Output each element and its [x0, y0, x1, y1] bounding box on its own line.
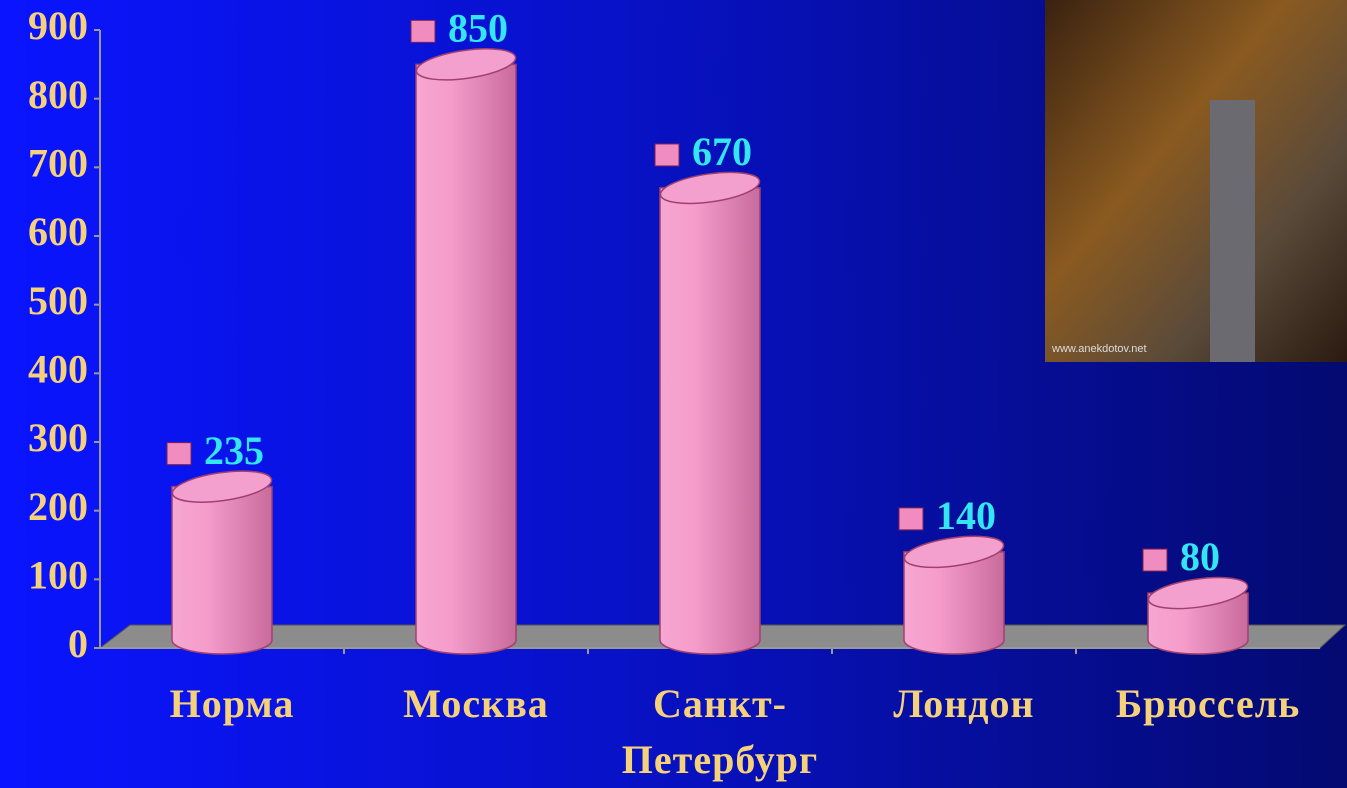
x-tick-label: Санкт-Петербург — [621, 681, 819, 782]
bar — [415, 63, 517, 655]
x-tick-label: Лондон — [893, 681, 1035, 726]
value-label: 670 — [692, 129, 752, 174]
y-tick-label: 0 — [68, 621, 88, 666]
y-tick-label: 800 — [28, 72, 88, 117]
bar-top — [415, 48, 517, 81]
y-tick-label: 500 — [28, 278, 88, 323]
label-marker — [166, 442, 192, 466]
x-tick-label: Норма — [169, 681, 295, 726]
label-marker — [1142, 548, 1168, 572]
bar-top — [171, 470, 273, 503]
value-label: 140 — [936, 493, 996, 538]
photo — [1045, 0, 1347, 362]
y-tick-label: 100 — [28, 553, 88, 598]
bar — [171, 485, 273, 655]
x-tick-label: Москва — [403, 681, 549, 726]
y-tick-label: 200 — [28, 484, 88, 529]
bar-top — [659, 171, 761, 205]
y-tick-label: 900 — [28, 3, 88, 48]
y-tick-label: 400 — [28, 347, 88, 392]
y-tick-label: 600 — [28, 209, 88, 254]
label-marker — [898, 507, 924, 531]
y-tick-label: 300 — [28, 415, 88, 460]
photo-caption: www.anekdotov.net — [1051, 343, 1147, 355]
bar — [659, 187, 761, 655]
bar-top — [1147, 576, 1249, 610]
y-tick-label: 700 — [28, 141, 88, 186]
bar — [903, 551, 1005, 655]
label-marker — [654, 143, 680, 167]
value-label: 80 — [1180, 534, 1220, 579]
value-label: 235 — [204, 428, 264, 473]
label-marker — [410, 19, 436, 43]
x-tick-label: Брюссель — [1115, 681, 1301, 726]
bar-top — [903, 535, 1005, 569]
photo-pole — [1210, 100, 1255, 362]
value-label: 850 — [448, 6, 508, 51]
